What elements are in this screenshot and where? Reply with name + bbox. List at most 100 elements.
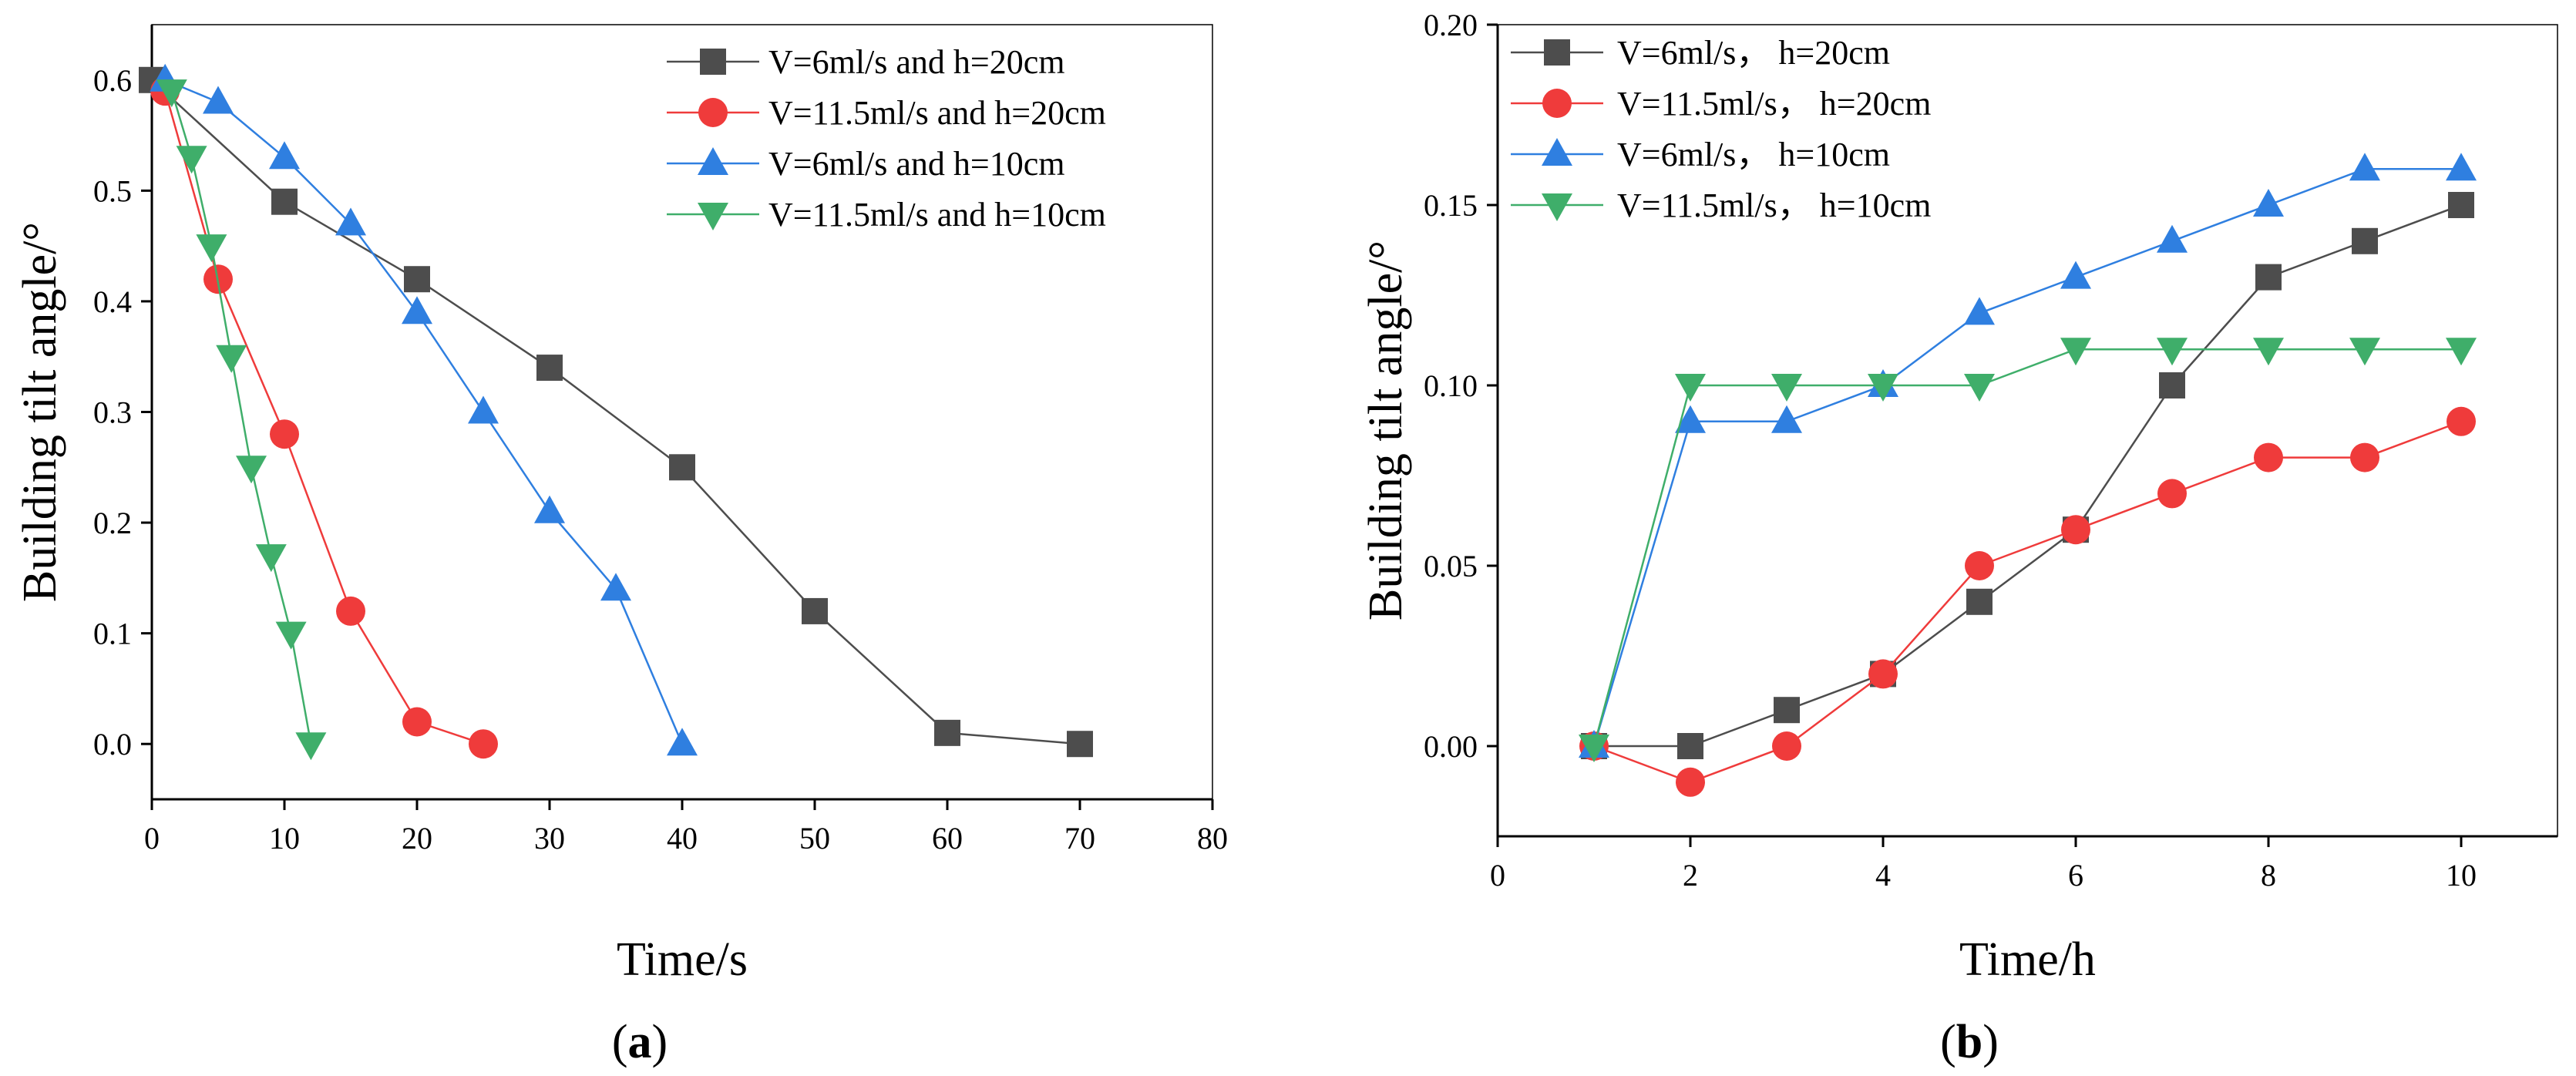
data-point-3-0 <box>1579 735 1609 762</box>
x-tick-label: 30 <box>534 821 565 856</box>
data-point-2-9 <box>2446 153 2477 181</box>
legend-label: V=11.5ml/s and h=20cm <box>768 94 1106 132</box>
y-tick-label: 0.3 <box>93 395 132 430</box>
series-line-0 <box>1594 203 2462 748</box>
y-tick-label: 0.2 <box>93 506 132 540</box>
data-point-1-2 <box>270 419 299 449</box>
data-point-1-4 <box>402 707 432 737</box>
y-tick-label: 0.20 <box>1424 8 1478 42</box>
data-point-1-3 <box>336 596 365 626</box>
legend-label: V=11.5ml/s and h=10cm <box>768 196 1106 234</box>
x-tick-label: 20 <box>402 821 432 856</box>
data-point-0-1 <box>1677 733 1703 759</box>
data-point-1-9 <box>2447 406 2476 436</box>
data-point-2-3 <box>335 207 366 236</box>
x-tick-label: 50 <box>799 821 830 856</box>
data-point-3-1 <box>176 146 207 174</box>
data-point-0-3 <box>536 355 563 382</box>
data-point-0-6 <box>934 719 960 746</box>
y-tick-label: 0.15 <box>1424 188 1478 223</box>
legend-label: V=11.5ml/s， h=20cm <box>1617 85 1931 123</box>
data-point-3-3 <box>216 345 247 373</box>
data-point-3-9 <box>2446 338 2477 366</box>
x-tick-label: 0 <box>1490 858 1505 893</box>
legend-label: V=6ml/s and h=20cm <box>768 43 1064 81</box>
data-point-2-8 <box>667 728 698 756</box>
series-line-2 <box>1592 167 2461 747</box>
legend-marker <box>700 49 726 75</box>
y-tick-label: 0.5 <box>93 173 132 208</box>
x-tick-label: 10 <box>269 821 300 856</box>
data-point-0-6 <box>2159 372 2185 398</box>
x-tick-label: 2 <box>1683 858 1698 893</box>
data-point-1-5 <box>2061 515 2090 545</box>
x-tick-label: 80 <box>1197 821 1228 856</box>
x-tick-label: 8 <box>2261 858 2276 893</box>
y-tick-label: 0.0 <box>93 727 132 762</box>
legend-marker <box>698 147 728 175</box>
data-point-1-4 <box>1965 551 1994 580</box>
panel-b: 0 2 4 6 8 10 0.00 0.05 0.10 0.15 0.20 Time/h Buildin… <box>1360 8 2558 1068</box>
y-tick-label: 0.4 <box>93 284 132 319</box>
data-point-3-1 <box>1675 374 1706 402</box>
data-point-1-7 <box>2254 442 2283 472</box>
data-point-1-3 <box>1868 659 1898 689</box>
data-point-3-0 <box>156 79 187 108</box>
data-point-3-2 <box>196 234 227 263</box>
legend: V=6ml/s and h=20cm V=11.5ml/s and h=20cm V… <box>667 43 1106 234</box>
legend-marker <box>1542 138 1572 166</box>
x-tick-label: 6 <box>2068 858 2083 893</box>
data-point-2-4 <box>402 296 432 324</box>
data-point-2-4 <box>1964 297 1995 325</box>
x-tick-label: 4 <box>1875 858 1891 893</box>
data-point-2-8 <box>2349 153 2380 181</box>
y-axis-title: Building tilt angle/° <box>14 222 66 602</box>
y-tick-label: 0.6 <box>93 63 132 98</box>
y-tick-label: 0.00 <box>1424 729 1478 764</box>
data-point-3-8 <box>2349 338 2380 366</box>
panel-letter: b <box>1956 1016 1982 1068</box>
data-point-1-8 <box>2350 442 2379 472</box>
data-point-2-1 <box>203 86 234 114</box>
data-point-3-7 <box>295 732 327 761</box>
data-point-0-2 <box>404 266 430 293</box>
data-point-0-5 <box>802 597 828 624</box>
x-tick-label: 10 <box>2446 858 2477 893</box>
plot-frame <box>151 24 1213 800</box>
data-point-2-2 <box>1771 405 1802 433</box>
series-line-0 <box>151 79 1081 745</box>
data-point-2-7 <box>2253 189 2284 217</box>
data-point-1-1 <box>1676 767 1705 797</box>
data-point-2-5 <box>2060 261 2091 289</box>
data-point-0-4 <box>1966 588 1993 615</box>
legend-label: V=6ml/s， h=20cm <box>1617 34 1890 72</box>
y-tick-label: 0.1 <box>93 617 132 651</box>
panel-a: 0 10 20 30 40 50 60 70 80 0.0 0.1 0.2 0.3 0.4 0.5 0.6 Ti… <box>14 24 1228 1068</box>
data-point-0-1 <box>271 188 298 215</box>
data-point-3-7 <box>2253 338 2284 366</box>
data-point-0-2 <box>1774 697 1800 724</box>
data-point-2-2 <box>269 141 300 170</box>
x-axis-title: Time/h <box>1959 933 2096 986</box>
series-line-3 <box>1592 348 2461 747</box>
data-point-3-4 <box>236 456 267 484</box>
data-point-3-3 <box>1868 374 1898 402</box>
data-point-0-7 <box>1067 731 1093 758</box>
series-line-1 <box>163 90 484 745</box>
data-point-1-6 <box>2157 479 2187 509</box>
panel-letter: a <box>628 1016 652 1068</box>
data-point-3-5 <box>2060 338 2091 366</box>
y-tick-label: 0.05 <box>1424 549 1478 583</box>
legend-marker <box>1542 193 1572 221</box>
series-line-3 <box>170 90 312 745</box>
data-point-3-6 <box>2157 338 2188 366</box>
data-point-1-2 <box>1772 731 1801 761</box>
legend-label: V=11.5ml/s， h=10cm <box>1617 187 1931 224</box>
legend-marker <box>698 203 728 230</box>
series-line-1 <box>1593 420 2462 784</box>
data-point-0-8 <box>2352 227 2378 254</box>
x-tick-label: 40 <box>667 821 698 856</box>
legend-label: V=6ml/s， h=10cm <box>1617 136 1890 173</box>
x-axis-title: Time/s <box>617 933 748 986</box>
